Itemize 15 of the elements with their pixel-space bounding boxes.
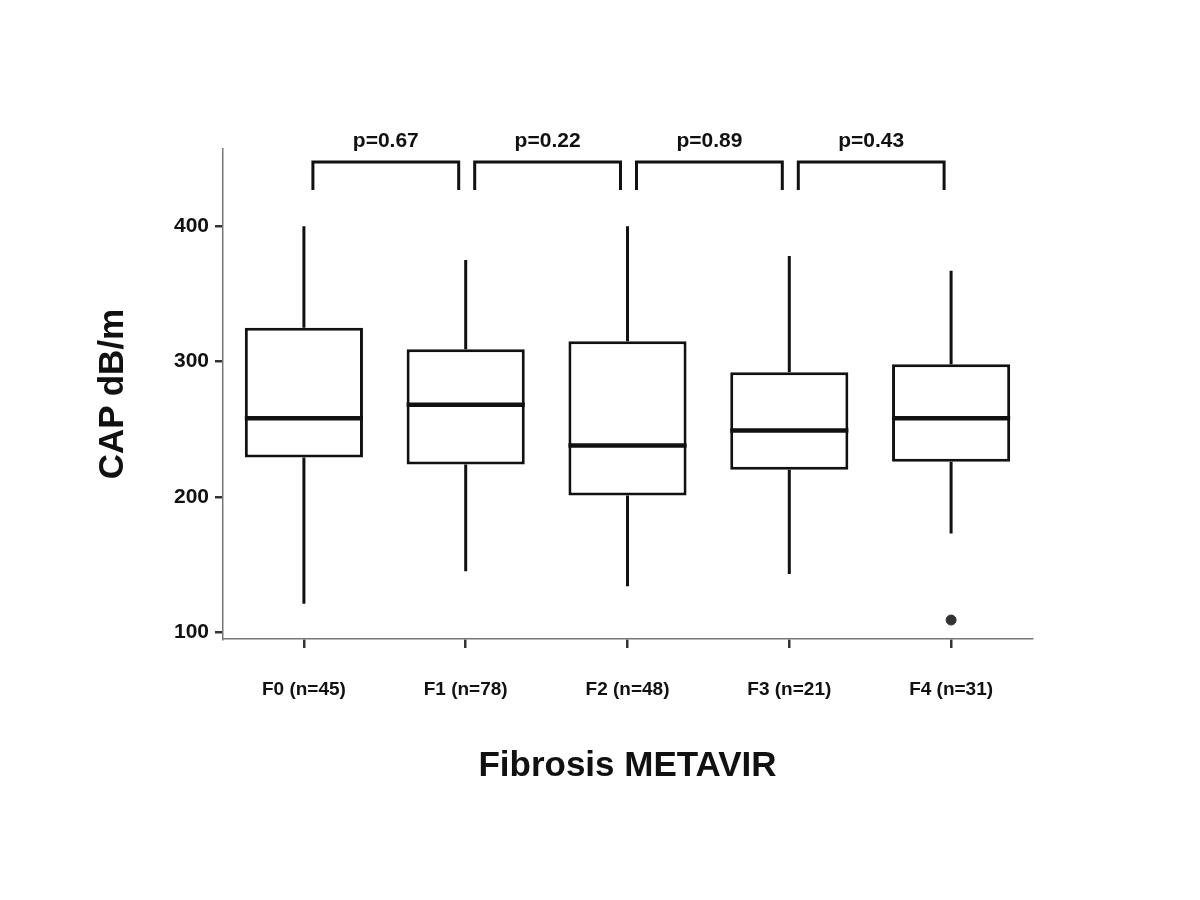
x-axis-title: Fibrosis METAVIR: [478, 743, 777, 783]
y-tick-label: 400: [173, 212, 209, 236]
x-tick-label: F1 (n=78): [423, 677, 508, 699]
annotation: p=0.43: [838, 127, 905, 151]
annotation: p=0.22: [514, 127, 581, 151]
x-tick-label: F4 (n=31): [909, 677, 994, 699]
x-tick-label: F2 (n=48): [585, 677, 670, 699]
y-tick-label: 100: [173, 619, 209, 643]
y-axis-title: CAP dB/m: [90, 308, 130, 480]
annotation: p=0.89: [676, 127, 743, 151]
y-tick-label: 200: [173, 483, 209, 507]
y-tick-label: 300: [173, 348, 209, 372]
x-tick-label: F3 (n=21): [747, 677, 832, 699]
annotation: p=0.67: [352, 127, 419, 151]
x-tick-label: F0 (n=45): [261, 677, 346, 699]
